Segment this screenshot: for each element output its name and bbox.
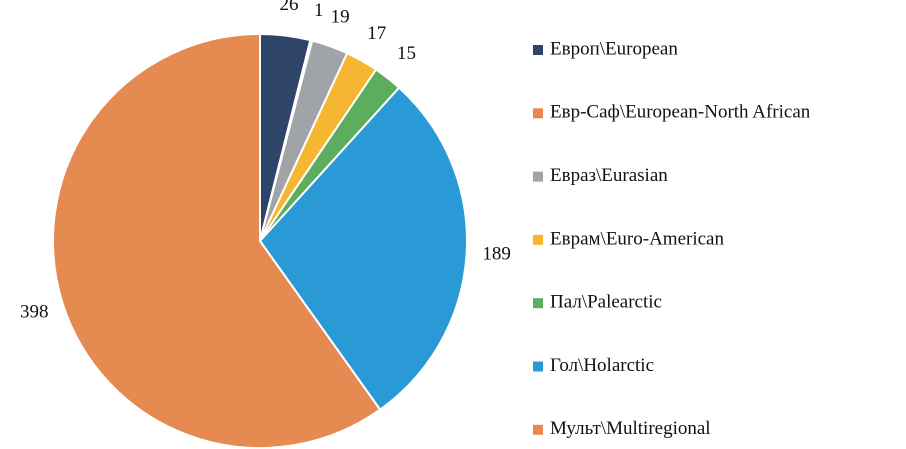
legend-label: Евр-Саф\European-North African bbox=[550, 102, 811, 123]
data-label: 189 bbox=[482, 243, 511, 264]
pie-slice bbox=[258, 86, 468, 412]
data-label: 19 bbox=[331, 6, 350, 27]
legend-swatch bbox=[533, 45, 543, 55]
data-label: 15 bbox=[397, 43, 416, 64]
legend-label: Еврам\Euro-American bbox=[550, 228, 724, 249]
legend-swatch bbox=[533, 361, 543, 372]
legend-swatch bbox=[533, 298, 543, 309]
legend-swatch bbox=[533, 108, 543, 119]
legend-swatch bbox=[533, 424, 543, 435]
legend-label: Пал\Palearctic bbox=[550, 292, 662, 313]
pie-slice bbox=[52, 32, 382, 449]
data-label: 1 bbox=[314, 0, 324, 21]
legend-label: Мульт\Multiregional bbox=[550, 418, 711, 439]
legend-label: Евраз\Eurasian bbox=[550, 165, 668, 186]
legend-label: Европ\European bbox=[550, 38, 678, 59]
data-label: 17 bbox=[367, 23, 386, 44]
data-label: 398 bbox=[20, 302, 49, 323]
legend-swatch bbox=[533, 171, 543, 182]
legend-label: Гол\Holarctic bbox=[550, 355, 654, 376]
data-label: 26 bbox=[280, 0, 299, 15]
legend-swatch bbox=[533, 234, 543, 245]
